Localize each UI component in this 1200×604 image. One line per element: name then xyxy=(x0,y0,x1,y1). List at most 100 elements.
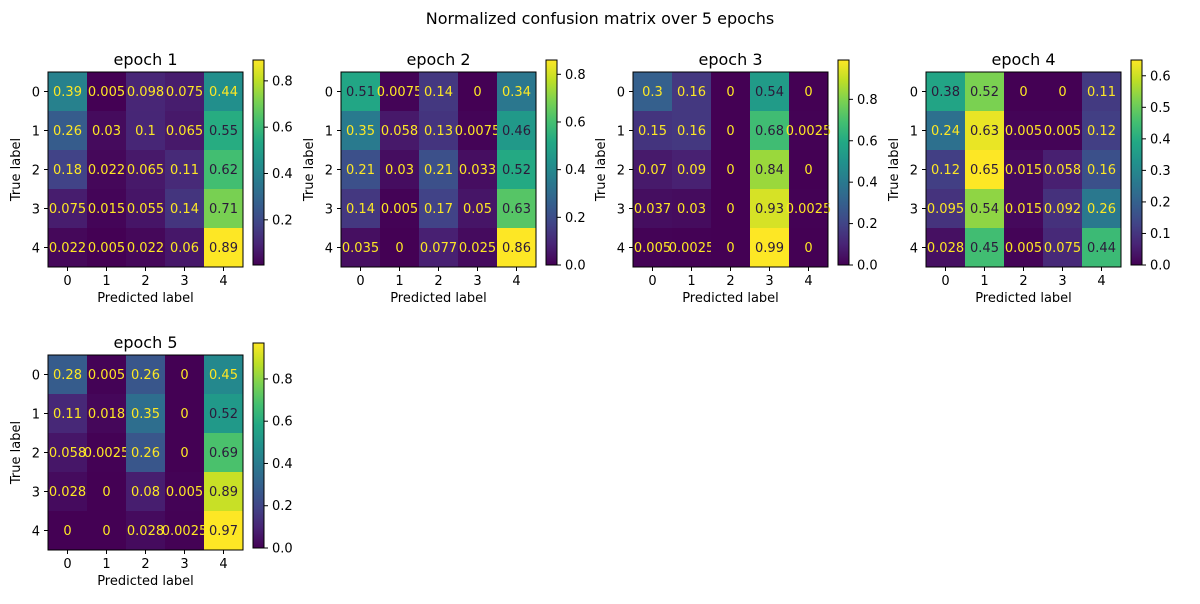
x-tick-label: 3 xyxy=(473,274,481,289)
cell-value-label: 0.3 xyxy=(642,85,663,100)
heatmap-cell xyxy=(1082,228,1122,268)
y-tick-label: 2 xyxy=(32,164,40,179)
y-axis-label: True label xyxy=(9,138,24,202)
colorbar xyxy=(1130,59,1143,266)
cell-value-label: 0.0075 xyxy=(455,124,501,139)
heatmap-cell xyxy=(1082,111,1122,151)
heatmap-cell xyxy=(204,511,244,551)
cell-value-label: 0.065 xyxy=(166,124,203,139)
colorbar-tick-label: 0.4 xyxy=(272,457,293,472)
heatmap-cell xyxy=(1043,111,1083,151)
heatmap-cell xyxy=(926,189,966,229)
heatmap-cell xyxy=(87,72,127,112)
x-tick-label: 2 xyxy=(141,274,149,289)
heatmap-cell xyxy=(126,472,166,512)
y-tick-label: 3 xyxy=(32,203,40,218)
heatmap-cell xyxy=(1043,72,1083,112)
cell-value-label: 0.45 xyxy=(209,368,238,383)
cell-value-label: 0.45 xyxy=(970,241,999,256)
cell-value-label: 0.52 xyxy=(502,163,531,178)
heatmap-cell xyxy=(750,72,790,112)
heatmap-cell xyxy=(633,150,673,190)
y-tick-label: 3 xyxy=(32,486,40,501)
y-axis-label: True label xyxy=(9,421,24,485)
heatmap-cell xyxy=(711,189,751,229)
heatmap-cell xyxy=(204,394,244,434)
cell-value-label: 0.11 xyxy=(170,163,199,178)
heatmap-cell xyxy=(633,189,673,229)
colorbar-tick-label: 0.6 xyxy=(272,121,293,136)
cell-value-label: 0.52 xyxy=(209,407,238,422)
cell-value-label: 0.015 xyxy=(1005,163,1042,178)
heatmap-cell xyxy=(965,150,1005,190)
cell-value-label: 0.21 xyxy=(346,163,375,178)
cell-value-label: 0.077 xyxy=(420,241,457,256)
cell-value-label: 0.51 xyxy=(346,85,375,100)
heatmap-cell xyxy=(341,72,381,112)
cell-value-label: 0 xyxy=(1019,85,1027,100)
y-tick-label: 0 xyxy=(32,369,40,384)
cell-value-label: 0.46 xyxy=(502,124,531,139)
cell-value-label: 0 xyxy=(180,446,188,461)
cell-value-label: 0.06 xyxy=(170,241,199,256)
cell-value-label: 0.14 xyxy=(346,202,375,217)
cell-value-label: 0.005 xyxy=(1005,124,1042,139)
heatmap-cell xyxy=(926,150,966,190)
cell-value-label: 0 xyxy=(1058,85,1066,100)
cell-value-label: 0.12 xyxy=(931,163,960,178)
heatmap-cell xyxy=(789,150,829,190)
heatmap-cell xyxy=(633,111,673,151)
x-tick-label: 0 xyxy=(356,274,364,289)
heatmap-cell xyxy=(711,111,751,151)
heatmap-cell xyxy=(672,111,712,151)
heatmap-cell xyxy=(204,150,244,190)
colorbar-tick-label: 0.4 xyxy=(272,167,293,182)
cell-value-label: 0 xyxy=(804,85,812,100)
y-axis-label: True label xyxy=(887,138,902,202)
heatmap-cell xyxy=(458,189,498,229)
cell-value-label: 0 xyxy=(180,407,188,422)
cell-value-label: 0 xyxy=(726,163,734,178)
heatmap-cell xyxy=(48,394,88,434)
y-tick-label: 4 xyxy=(32,525,40,540)
cell-value-label: 0.0025 xyxy=(786,202,832,217)
cell-value-label: 0 xyxy=(395,241,403,256)
x-tick-label: 4 xyxy=(219,274,227,289)
colorbar-tick-label: 0.8 xyxy=(272,372,293,387)
x-tick-label: 0 xyxy=(63,274,71,289)
y-tick-label: 1 xyxy=(325,125,333,140)
heatmap-cell xyxy=(419,189,459,229)
cell-value-label: 0.17 xyxy=(424,202,453,217)
heatmap-cell xyxy=(672,189,712,229)
heatmap-cell xyxy=(48,511,88,551)
cell-value-label: 0.0025 xyxy=(162,524,208,539)
heatmap-cell xyxy=(1004,189,1044,229)
heatmap-cell xyxy=(341,150,381,190)
colorbar-tick-label: 0.8 xyxy=(272,74,293,89)
heatmap-cell xyxy=(204,472,244,512)
cell-value-label: 0.005 xyxy=(88,85,125,100)
heatmap-cell xyxy=(1004,228,1044,268)
heatmap-cell xyxy=(750,189,790,229)
heatmap-cell xyxy=(165,355,205,395)
y-tick-label: 4 xyxy=(32,242,40,257)
y-tick-label: 4 xyxy=(325,242,333,257)
x-tick-label: 3 xyxy=(1058,274,1066,289)
colorbar-tick-label: 0.4 xyxy=(1150,132,1171,147)
x-tick-label: 0 xyxy=(63,557,71,572)
cell-value-label: 0.005 xyxy=(381,202,418,217)
cell-value-label: 0 xyxy=(180,368,188,383)
y-tick-label: 4 xyxy=(910,242,918,257)
heatmap-cell xyxy=(87,394,127,434)
cell-value-label: 0.005 xyxy=(634,241,671,256)
heatmap-cell xyxy=(926,72,966,112)
heatmap-cell xyxy=(341,189,381,229)
cell-value-label: 0.35 xyxy=(131,407,160,422)
heatmap-cell xyxy=(165,472,205,512)
x-tick-label: 2 xyxy=(726,274,734,289)
x-tick-label: 4 xyxy=(1097,274,1105,289)
heatmap-cell xyxy=(965,111,1005,151)
heatmap-cell xyxy=(380,189,420,229)
heatmap-cell xyxy=(165,189,205,229)
